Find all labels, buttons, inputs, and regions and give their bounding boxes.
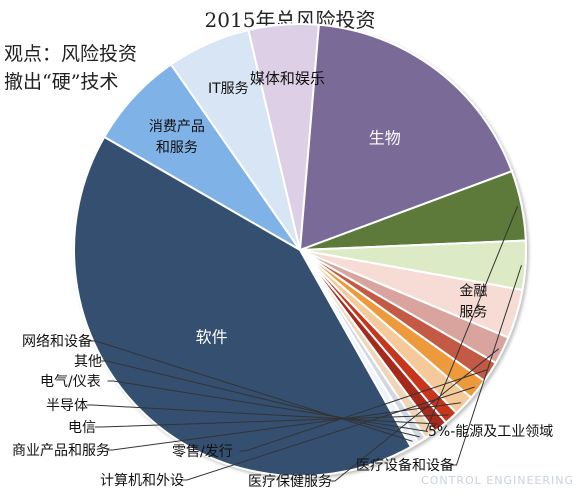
- pie-slice-16: [73, 135, 413, 477]
- slice-label-7: 医疗保健服务: [248, 474, 332, 490]
- slice-label-0: 消费产品和服务: [149, 119, 205, 156]
- leader-line-14: [101, 360, 420, 438]
- watermark: CONTROL ENGINEERING: [421, 474, 574, 487]
- viewpoint-line-2: 撤出“硬”技术: [4, 71, 119, 93]
- pie-slice-3: [298, 23, 514, 252]
- slice-label-13: 电气/仪表: [40, 374, 101, 390]
- leader-line-4: [425, 205, 519, 432]
- slice-label-10: 商业产品和服务: [12, 443, 110, 459]
- slice-label-4: 5%-能源及工业领域: [428, 424, 553, 440]
- slice-label-6: 金融服务: [459, 283, 487, 320]
- slice-label-1: IT服务: [208, 81, 249, 97]
- leader-line-9: [181, 386, 475, 481]
- slice-label-5: 医疗设备和设备: [356, 457, 454, 474]
- leader-line-11: [95, 414, 449, 428]
- slice-label-9: 计算机和外设: [100, 473, 184, 489]
- leader-line-7: [329, 348, 500, 482]
- slice-label-14: 其他: [74, 354, 102, 370]
- leader-line-13: [107, 380, 428, 432]
- leader-lines: [86, 205, 522, 482]
- pie-slices: [73, 23, 527, 477]
- leader-line-15: [89, 340, 413, 442]
- slice-label-12: 半导体: [46, 398, 88, 414]
- slice-label-11: 电信: [68, 420, 96, 436]
- slice-label-16: 软件: [196, 327, 228, 346]
- slice-label-3: 生物: [369, 128, 401, 147]
- leader-line-12: [86, 404, 438, 425]
- viewpoint-note: 观点：风险投资 撤出“硬”技术: [4, 40, 137, 96]
- leader-line-5: [450, 264, 522, 466]
- slice-label-15: 网络和设备: [22, 333, 92, 350]
- slice-label-2: 媒体和娱乐: [250, 69, 325, 87]
- viewpoint-line-1: 观点：风险投资: [4, 43, 138, 65]
- slice-label-8: 零售/发行: [172, 444, 233, 460]
- leader-line-8: [239, 369, 487, 452]
